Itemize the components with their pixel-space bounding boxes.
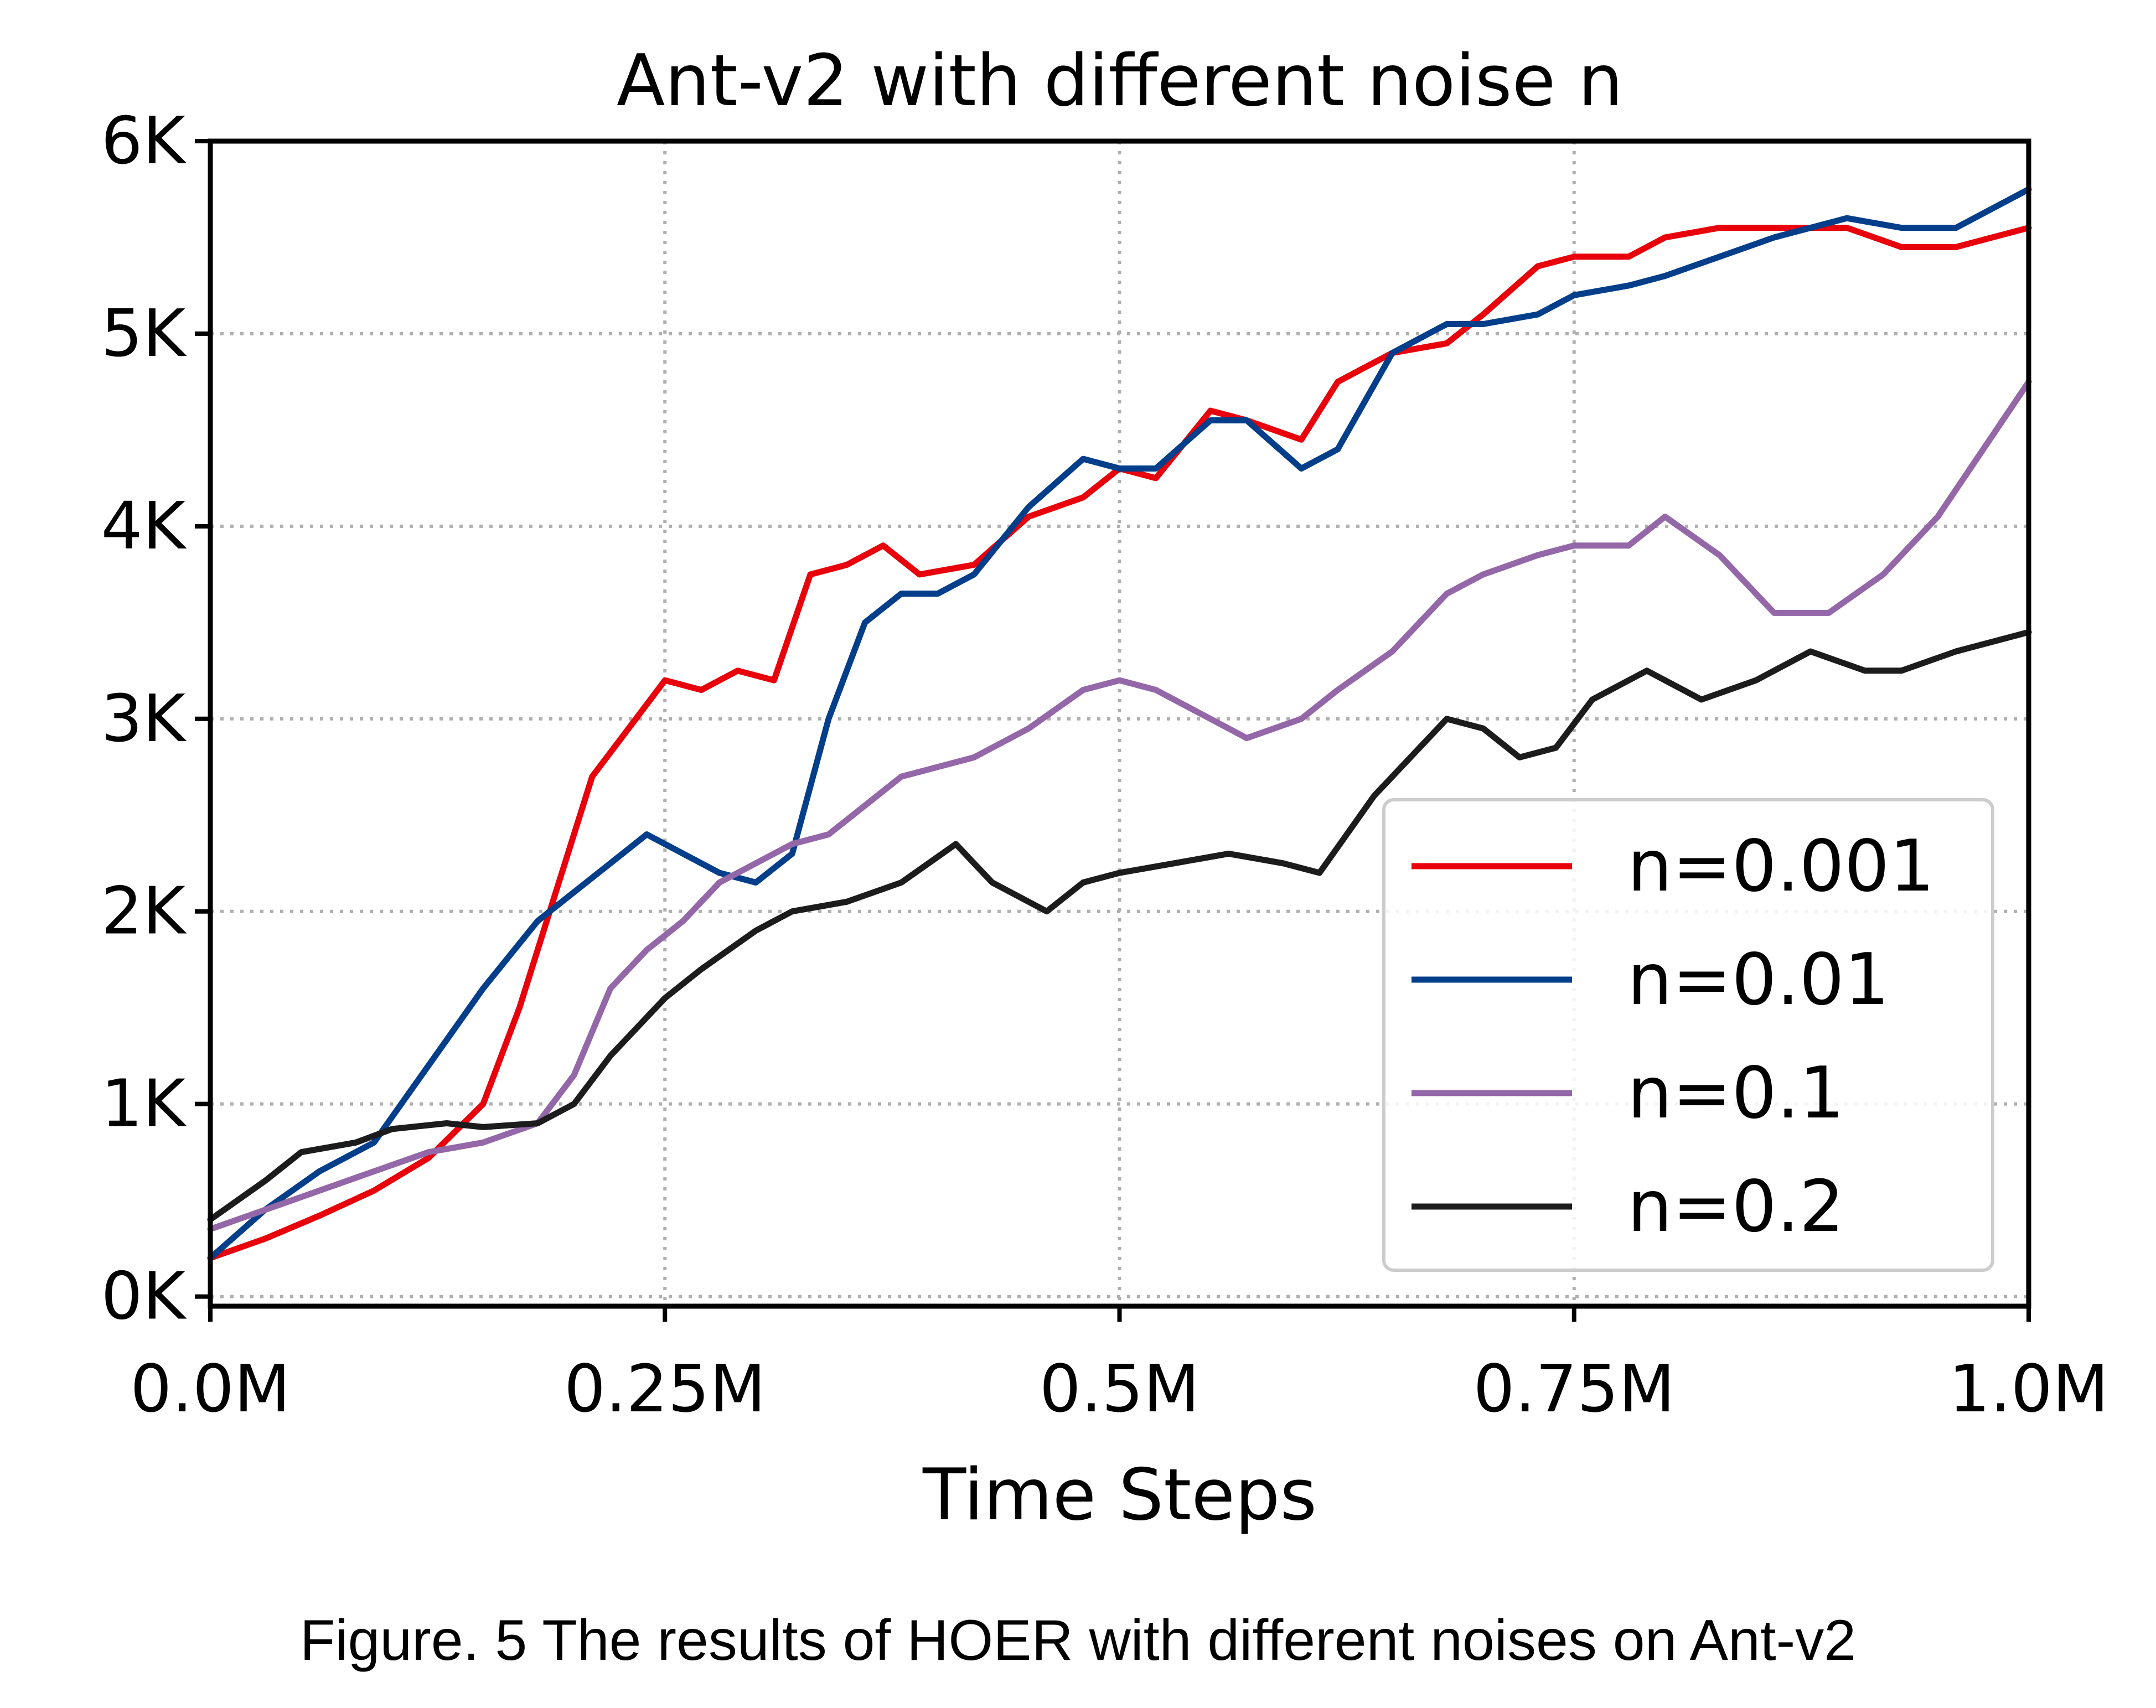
y-tick-label: 5K bbox=[101, 295, 187, 371]
figure-caption: Figure. 5 The results of HOER with diffe… bbox=[299, 1608, 1857, 1673]
legend-label: n=0.1 bbox=[1627, 1052, 1844, 1135]
legend-box bbox=[1382, 798, 1994, 1272]
y-tick-label: 1K bbox=[101, 1065, 187, 1142]
y-tick-label: 3K bbox=[101, 680, 187, 757]
y-tick-label: 4K bbox=[101, 488, 187, 564]
series-lines bbox=[207, 186, 2032, 1261]
x-axis-label: Time Steps bbox=[922, 1454, 1317, 1536]
series-line-1 bbox=[207, 225, 2032, 1261]
axis-ticks: 0.0M 0.25M 0.5M 0.75M 1.0M 0K 1K 2K 3K 4K 5K 6K bbox=[101, 102, 2109, 1427]
series-line-2 bbox=[207, 186, 2032, 1261]
x-tick-label: 1.0M bbox=[1948, 1350, 2108, 1427]
plot-frame bbox=[208, 138, 2031, 1309]
series-line-4 bbox=[207, 629, 2032, 1223]
x-tick-label: 0.75M bbox=[1473, 1350, 1675, 1427]
y-tick-label: 6K bbox=[101, 102, 187, 179]
x-tick-label: 0.25M bbox=[564, 1350, 766, 1427]
line-chart: Ant-v2 with different noise n 0.0M 0.25M 0… bbox=[101, 40, 2109, 1536]
series-line-3 bbox=[207, 379, 2032, 1233]
y-tick-label: 2K bbox=[101, 873, 187, 949]
x-tick-label: 0.0M bbox=[130, 1350, 290, 1427]
x-tick-label: 0.5M bbox=[1040, 1350, 1199, 1427]
legend-label: n=0.2 bbox=[1627, 1166, 1844, 1248]
legend: n=0.001 n=0.01 n=0.1 n=0.2 bbox=[1382, 798, 1994, 1272]
legend-label: n=0.01 bbox=[1627, 939, 1889, 1021]
chart-title: Ant-v2 with different noise n bbox=[617, 40, 1623, 122]
y-tick-label: 0K bbox=[101, 1258, 187, 1334]
legend-label: n=0.001 bbox=[1627, 825, 1935, 908]
